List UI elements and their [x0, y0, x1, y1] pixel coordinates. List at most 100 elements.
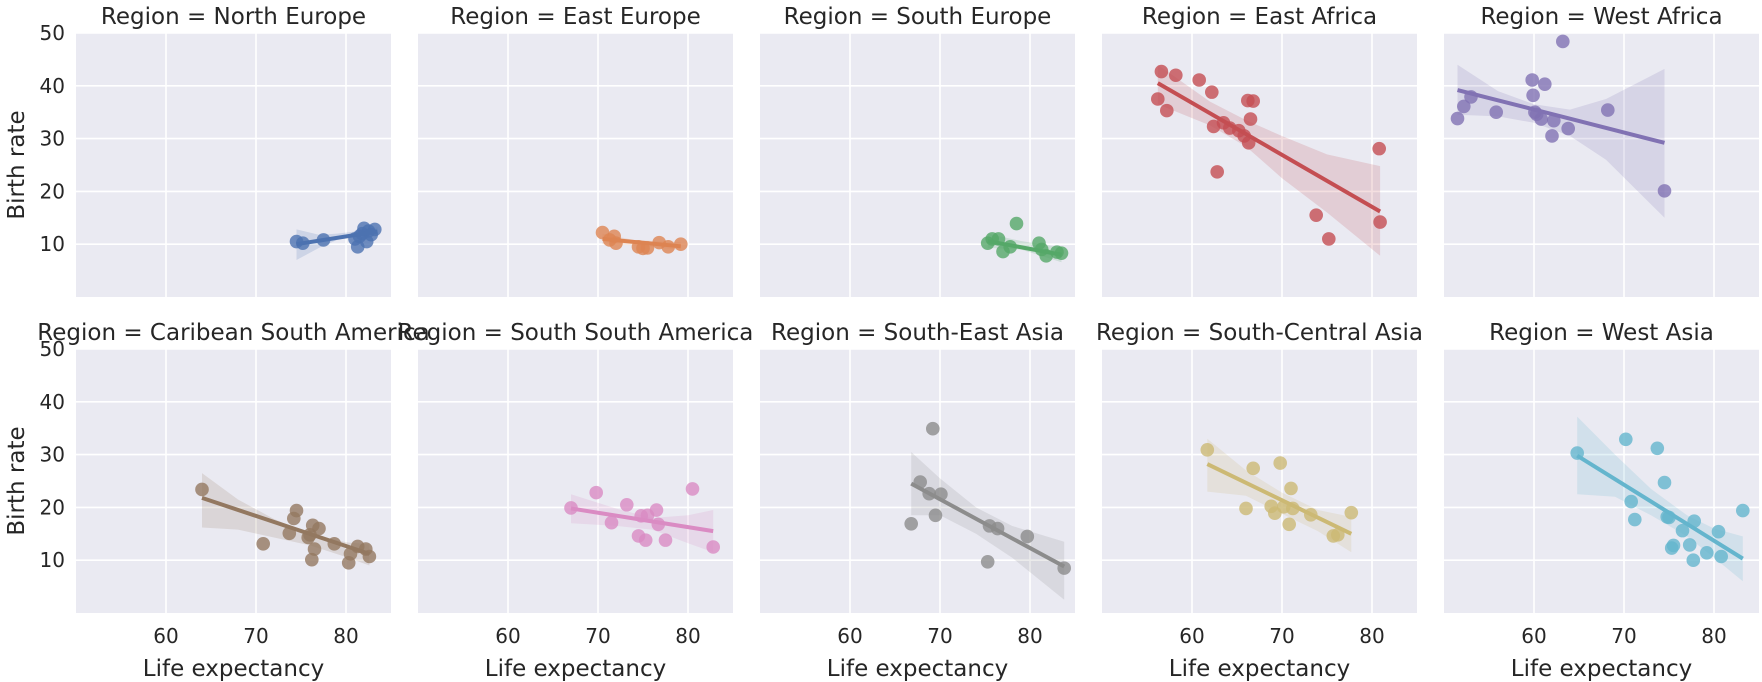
data-point [1526, 88, 1540, 103]
panel-background [760, 33, 1075, 297]
data-point [1192, 73, 1206, 87]
x-tick-label: 60 [153, 624, 178, 648]
regression-line [987, 239, 1062, 257]
data-point [1239, 501, 1253, 516]
regression-line [1576, 453, 1744, 561]
regression-line [1206, 462, 1353, 536]
data-point [658, 533, 673, 547]
panel-title: Region = South South America [398, 320, 754, 346]
y-tick-label: 10 [40, 232, 65, 256]
data-point [1284, 481, 1298, 496]
data-point [1561, 121, 1575, 136]
data-point [589, 485, 603, 500]
facet-panel-7: Region = South South America 60 70 80 Life e… [398, 320, 754, 682]
y-tick-label: 30 [40, 443, 65, 467]
facet-panel-1: Region = North Europe 10 20 30 40 50 Birth rat… [4, 4, 391, 297]
data-point [649, 503, 664, 517]
data-point [604, 515, 619, 530]
data-point [1619, 432, 1633, 447]
data-point [1650, 441, 1665, 456]
data-point [1714, 549, 1728, 564]
data-point [1154, 64, 1169, 79]
y-tick-label: 20 [40, 179, 65, 203]
data-point [1534, 112, 1548, 126]
data-point [1331, 528, 1345, 542]
panel-background [418, 33, 733, 297]
y-axis-label: Birth rate [4, 426, 30, 535]
data-point [1246, 461, 1260, 476]
x-tick-label: 60 [1179, 624, 1204, 648]
facet-panel-4: Region = East Africa [1102, 4, 1417, 297]
data-point [307, 542, 322, 556]
data-point [1601, 103, 1615, 117]
x-tick-label: 80 [1017, 624, 1042, 648]
data-point [620, 497, 634, 512]
data-point [1675, 523, 1690, 538]
y-tick-label: 50 [40, 337, 65, 361]
data-point [1525, 73, 1539, 87]
data-point [1020, 529, 1035, 544]
panel-title: Region = West Asia [1489, 320, 1714, 346]
confidence-band [1157, 64, 1381, 256]
confidence-band [202, 473, 370, 566]
y-tick-label: 30 [40, 127, 65, 151]
data-point [1682, 538, 1697, 552]
x-tick-label: 80 [1359, 624, 1384, 648]
x-axis-label: Life expectancy [143, 656, 324, 682]
x-tick-label: 80 [1701, 624, 1726, 648]
panel-title: Region = East Europe [450, 4, 700, 30]
x-axis-label: Life expectancy [827, 656, 1008, 682]
data-point [1169, 68, 1183, 83]
panel-title: Region = South-East Asia [771, 320, 1064, 346]
facet-panel-10: Region = West Asia 60 70 80 Life expectancy [1444, 320, 1759, 682]
regression-line [602, 236, 681, 249]
x-tick-label: 80 [675, 624, 700, 648]
y-tick-label: 10 [40, 548, 65, 572]
data-point [1736, 503, 1750, 518]
data-point [1200, 443, 1215, 457]
data-point [1273, 456, 1287, 470]
x-tick-label: 80 [333, 624, 358, 648]
data-point [1151, 92, 1165, 106]
data-point [256, 537, 271, 551]
data-point [1711, 524, 1726, 539]
data-point [1282, 517, 1296, 532]
x-tick-label: 70 [585, 624, 610, 648]
y-tick-label: 50 [40, 21, 65, 45]
x-tick-label: 60 [837, 624, 862, 648]
facet-panel-2: Region = East Europe [418, 4, 733, 297]
data-point [928, 508, 943, 523]
data-point [1243, 112, 1258, 126]
x-axis-label: Life expectancy [1169, 656, 1350, 682]
x-axis-label: Life expectancy [485, 656, 666, 682]
data-point [1624, 494, 1638, 509]
data-point [1457, 99, 1471, 114]
regression-line [570, 506, 714, 534]
panel-title: Region = Caribean South America [37, 320, 429, 346]
facet-panel-6: Region = Caribean South America 60 70 80 Lif… [4, 320, 430, 682]
data-point [1700, 546, 1714, 560]
data-point [1545, 129, 1559, 143]
x-tick-label: 70 [1269, 624, 1294, 648]
data-point [904, 516, 918, 531]
data-point [1556, 34, 1570, 49]
data-point [1657, 184, 1672, 198]
x-tick-label: 70 [243, 624, 268, 648]
data-point [1246, 94, 1260, 108]
facet-panel-5: Region = West Africa [1444, 4, 1759, 297]
data-point [638, 533, 653, 547]
data-point [1205, 85, 1219, 99]
data-point [706, 540, 720, 554]
data-point [1538, 77, 1552, 92]
x-tick-label: 60 [1521, 624, 1546, 648]
panel-background [1102, 349, 1417, 613]
data-point [1160, 103, 1174, 118]
y-tick-label: 20 [40, 495, 65, 519]
x-tick-label: 60 [495, 624, 520, 648]
data-point [1372, 141, 1386, 156]
regression-line [201, 495, 371, 556]
data-point [1344, 505, 1359, 520]
panel-background [1102, 33, 1417, 297]
data-point [1657, 475, 1672, 490]
